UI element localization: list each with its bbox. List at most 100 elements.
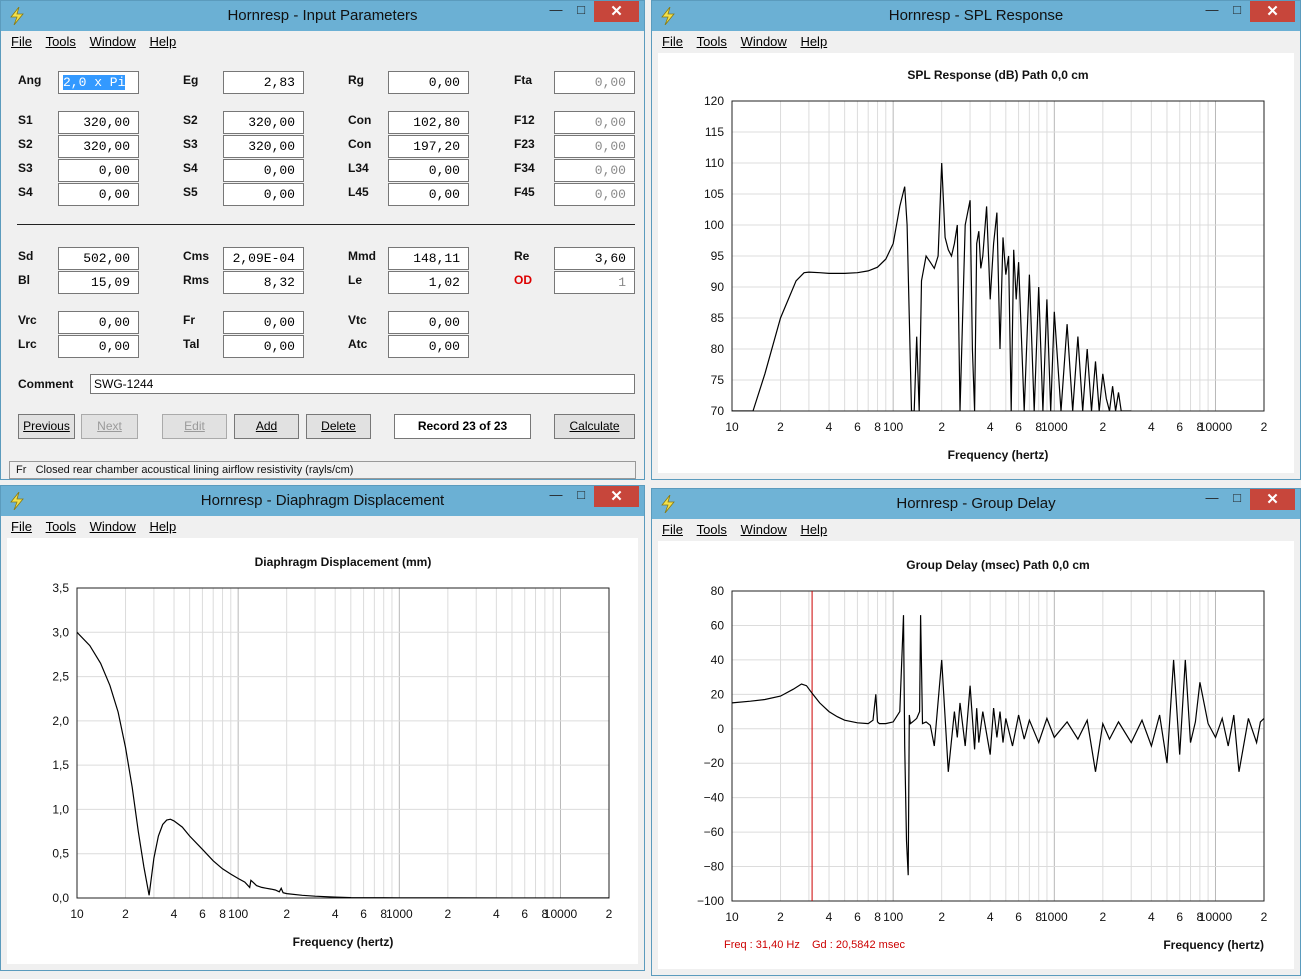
param-field-f34[interactable]: 0,00 [554, 159, 635, 182]
param-label-eg: Eg [183, 73, 199, 87]
param-field-s3[interactable]: 0,00 [58, 159, 139, 182]
next-button[interactable]: Next [81, 414, 138, 439]
menu-file[interactable]: File [11, 519, 32, 534]
plot-frame [731, 590, 1265, 902]
status-key: Fr [16, 464, 27, 476]
menu-tools[interactable]: Tools [696, 522, 727, 537]
param-field-vrc[interactable]: 0,00 [58, 311, 139, 334]
param-field-s1[interactable]: 320,00 [58, 111, 139, 134]
param-field-cms[interactable]: 2,09E-04 [223, 247, 304, 270]
param-field-s4[interactable]: 0,00 [58, 183, 139, 206]
plot-background [77, 588, 609, 898]
param-field-con[interactable]: 197,20 [388, 135, 469, 158]
y-tick-label: 95 [711, 249, 725, 263]
close-button[interactable]: ✕ [1250, 1, 1295, 22]
spl-chart[interactable]: SPL Response (dB) Path 0,0 cm 120 115 110 10… [658, 53, 1294, 473]
param-field-le[interactable]: 1,02 [388, 271, 469, 294]
param-label-s1: S1 [18, 113, 33, 127]
edit-button[interactable]: Edit [162, 414, 227, 439]
maximize-button[interactable]: □ [1233, 2, 1241, 17]
menu-file[interactable]: File [662, 522, 683, 537]
x-tick-label: 4 [826, 420, 833, 434]
title-bar: Hornresp - Diaphragm Displacement — □ ✕ [1, 486, 644, 516]
x-tick-label: 6 [1015, 420, 1022, 434]
param-field-s2[interactable]: 320,00 [58, 135, 139, 158]
menu-tools[interactable]: Tools [45, 519, 76, 534]
add-button[interactable]: Add [234, 414, 299, 439]
displacement-chart[interactable]: Diaphragm Displacement (mm) 3,5 3,0 2,5 2,0 1… [7, 538, 638, 964]
param-field-con[interactable]: 102,80 [388, 111, 469, 134]
calculate-button[interactable]: Calculate [554, 414, 635, 439]
menu-window[interactable]: Window [740, 34, 787, 49]
menu-help[interactable]: Help [149, 519, 177, 534]
comment-field[interactable]: SWG-1244 [90, 374, 635, 394]
param-field-s4[interactable]: 0,00 [223, 159, 304, 182]
x-tick-label: 100 [883, 420, 903, 434]
x-tick-label: 1000 [1041, 420, 1068, 434]
minimize-button[interactable]: — [549, 2, 563, 17]
minimize-button[interactable]: — [549, 487, 563, 502]
menu-window[interactable]: Window [89, 519, 136, 534]
menu-tools[interactable]: Tools [45, 34, 76, 49]
param-field-l45[interactable]: 0,00 [388, 183, 469, 206]
param-field-lrc[interactable]: 0,00 [58, 335, 139, 358]
menu-help[interactable]: Help [800, 522, 828, 537]
menu-tools[interactable]: Tools [696, 34, 727, 49]
param-field-sd[interactable]: 502,00 [58, 247, 139, 270]
status-bar: Fr Closed rear chamber acoustical lining… [9, 461, 636, 479]
param-field-rms[interactable]: 8,32 [223, 271, 304, 294]
param-field-f45[interactable]: 0,00 [554, 183, 635, 206]
param-field-od[interactable]: 1 [554, 271, 635, 294]
menu-window[interactable]: Window [740, 522, 787, 537]
x-tick-label: 8 [1197, 910, 1204, 924]
param-field-atc[interactable]: 0,00 [388, 335, 469, 358]
x-tick-label: 4 [1148, 910, 1155, 924]
minimize-button[interactable]: — [1205, 2, 1219, 17]
minimize-button[interactable]: — [1205, 490, 1219, 505]
x-tick-label: 8 [874, 420, 881, 434]
menu-window[interactable]: Window [89, 34, 136, 49]
y-tick-label: 75 [711, 373, 725, 387]
y-tick-label: 115 [705, 125, 724, 139]
menu-help[interactable]: Help [149, 34, 177, 49]
x-tick-label: 6 [854, 910, 861, 924]
maximize-button[interactable]: □ [1233, 490, 1241, 505]
chart-area: SPL Response (dB) Path 0,0 cm 120 115 110 10… [658, 53, 1294, 473]
param-label-f34: F34 [514, 161, 535, 175]
close-button[interactable]: ✕ [1250, 489, 1295, 510]
param-field-rg[interactable]: 0,00 [388, 71, 469, 94]
param-field-eg[interactable]: 2,83 [223, 71, 304, 94]
menu-file[interactable]: File [11, 34, 32, 49]
menu-file[interactable]: File [662, 34, 683, 49]
param-field-f23[interactable]: 0,00 [554, 135, 635, 158]
previous-button[interactable]: Previous [18, 414, 75, 439]
x-tick-label: 100 [883, 910, 903, 924]
maximize-button[interactable]: □ [577, 2, 585, 17]
param-field-mmd[interactable]: 148,11 [388, 247, 469, 270]
close-button[interactable]: ✕ [594, 486, 639, 507]
param-field-s2[interactable]: 320,00 [223, 111, 304, 134]
param-field-vtc[interactable]: 0,00 [388, 311, 469, 334]
param-field-ang[interactable]: 2,0 x Pi [58, 71, 139, 94]
group-delay-chart[interactable]: Group Delay (msec) Path 0,0 cm 80 60 40 20 0 −… [658, 541, 1294, 969]
param-field-f12[interactable]: 0,00 [554, 111, 635, 134]
menu-help[interactable]: Help [800, 34, 828, 49]
y-tick-label: 3,0 [52, 625, 69, 639]
input-parameters-window: Hornresp - Input Parameters — □ ✕ File T… [0, 0, 645, 480]
hornresp-app-icon [10, 492, 24, 510]
plot-background [732, 591, 1264, 901]
param-field-tal[interactable]: 0,00 [223, 335, 304, 358]
hornresp-app-icon [661, 7, 675, 25]
maximize-button[interactable]: □ [577, 487, 585, 502]
param-field-s3[interactable]: 320,00 [223, 135, 304, 158]
close-button[interactable]: ✕ [594, 1, 639, 22]
x-tick-label: 2 [1099, 910, 1106, 924]
param-field-bl[interactable]: 15,09 [58, 271, 139, 294]
param-field-s5[interactable]: 0,00 [223, 183, 304, 206]
param-field-fta[interactable]: 0,00 [554, 71, 635, 94]
delete-button[interactable]: Delete [306, 414, 371, 439]
param-field-l34[interactable]: 0,00 [388, 159, 469, 182]
param-field-fr[interactable]: 0,00 [223, 311, 304, 334]
param-field-re[interactable]: 3,60 [554, 247, 635, 270]
y-tick-label: 1,5 [52, 758, 69, 772]
